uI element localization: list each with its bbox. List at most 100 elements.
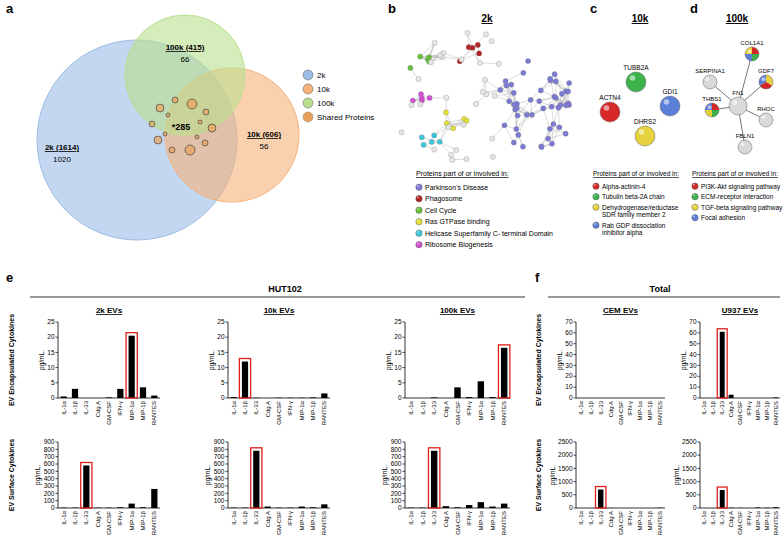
label: EV Encapsulated Cytokines xyxy=(8,314,16,406)
shared-dot xyxy=(172,97,178,103)
label: 40 xyxy=(689,351,697,358)
label: 1020 xyxy=(53,155,71,164)
label: IL-1β xyxy=(242,400,248,414)
label: 400 xyxy=(44,475,55,482)
y-tick xyxy=(226,367,229,368)
bars xyxy=(61,465,158,508)
y-tick xyxy=(403,478,406,479)
label: IFN-γ xyxy=(117,401,123,416)
label: Ribosome Biogenesis xyxy=(425,241,493,249)
node-shine xyxy=(417,220,419,222)
label: IL-33 xyxy=(598,400,604,414)
y-tick xyxy=(403,442,406,443)
bar xyxy=(478,502,484,508)
label-line: inhibitor alpha xyxy=(602,229,643,237)
x-axis xyxy=(405,398,510,399)
y-tick xyxy=(698,468,701,469)
label: 0 xyxy=(693,394,697,401)
network-edge xyxy=(494,93,513,96)
network-node xyxy=(498,87,503,92)
label: RANTES xyxy=(151,511,157,535)
label: 20 xyxy=(565,372,573,379)
legend-marker xyxy=(303,84,313,94)
bar-chart: IL-1αIL-1βIL-33Cdg AGM-CSFIFN-γMIP-1αMIP… xyxy=(38,306,160,425)
label: IFN-γ xyxy=(117,511,123,526)
network-node xyxy=(539,144,544,149)
highlight-box xyxy=(251,448,262,508)
label: FN1 xyxy=(732,90,744,96)
network-edge xyxy=(440,123,447,142)
label: 60 xyxy=(689,329,697,336)
node-shine xyxy=(693,184,695,186)
bar xyxy=(478,381,484,398)
label-line: Proteins part of or involved in: xyxy=(593,170,679,178)
shared-dot xyxy=(208,124,216,132)
network-edge xyxy=(420,43,434,57)
label: *285 xyxy=(172,122,191,132)
label: IL-1α xyxy=(701,510,707,524)
network-node xyxy=(437,139,442,144)
label: pg/mL. xyxy=(549,465,557,485)
network-node xyxy=(443,110,448,115)
network-node xyxy=(541,106,546,111)
label: Cdg A xyxy=(265,511,271,527)
label: IL-1α xyxy=(231,510,237,524)
node-body xyxy=(692,215,698,221)
y-tick xyxy=(226,471,229,472)
protein-node xyxy=(729,97,747,115)
y-tick xyxy=(56,449,59,450)
network-node xyxy=(496,61,501,66)
label-line: Proteins part of or involved in: xyxy=(692,170,778,178)
label: 1500 xyxy=(682,465,697,472)
network-node xyxy=(416,76,421,81)
y-tick xyxy=(574,332,577,333)
label: 5 xyxy=(398,379,402,386)
label: IFN-γ xyxy=(466,511,472,526)
node-outline xyxy=(759,75,773,89)
network-node xyxy=(529,112,534,117)
node-body xyxy=(416,184,422,190)
highlight-box xyxy=(81,462,92,508)
y-tick xyxy=(56,478,59,479)
network-node xyxy=(504,83,509,88)
label: THBS1 xyxy=(702,96,722,102)
node-body xyxy=(660,96,680,116)
label: 15 xyxy=(217,349,225,356)
network-node xyxy=(552,94,557,99)
network-node xyxy=(426,55,431,60)
network-node xyxy=(511,102,516,107)
node-shine xyxy=(706,77,710,81)
shared-dot xyxy=(169,147,175,153)
bar xyxy=(117,389,123,398)
label: 400 xyxy=(391,475,402,482)
bar xyxy=(129,336,135,398)
network-node xyxy=(464,157,469,162)
label: Rab GDP dissociation inhibitor alpha xyxy=(602,222,667,238)
network-edge xyxy=(480,62,499,64)
label: 10 xyxy=(394,364,402,371)
network-node xyxy=(432,133,437,138)
y-tick xyxy=(574,442,577,443)
label: IL-33 xyxy=(83,510,89,524)
label: d xyxy=(690,1,698,16)
label: Cdg A xyxy=(443,511,449,527)
network-node xyxy=(537,98,542,103)
y-tick xyxy=(56,337,59,338)
label: pg/mL. xyxy=(381,465,389,485)
node-shine xyxy=(417,243,419,245)
x-axis xyxy=(228,508,330,509)
label: 0 xyxy=(51,394,55,401)
label: 700 xyxy=(44,453,55,460)
node-shine xyxy=(693,195,695,197)
label: GM-CSF xyxy=(106,401,112,425)
label: GM-CSF xyxy=(276,511,282,535)
bar-chart: IL-1αIL-1βIL-33Cdg AGM-CSFIFN-γMIP-1αMIP… xyxy=(673,438,780,535)
legend-marker xyxy=(416,242,422,248)
label: 200 xyxy=(391,490,402,497)
node-body xyxy=(593,183,599,189)
label: 10 xyxy=(689,383,697,390)
network-node xyxy=(515,113,520,118)
label: 900 xyxy=(214,438,225,445)
label: FBLN1 xyxy=(736,133,755,139)
y-tick xyxy=(226,382,229,383)
